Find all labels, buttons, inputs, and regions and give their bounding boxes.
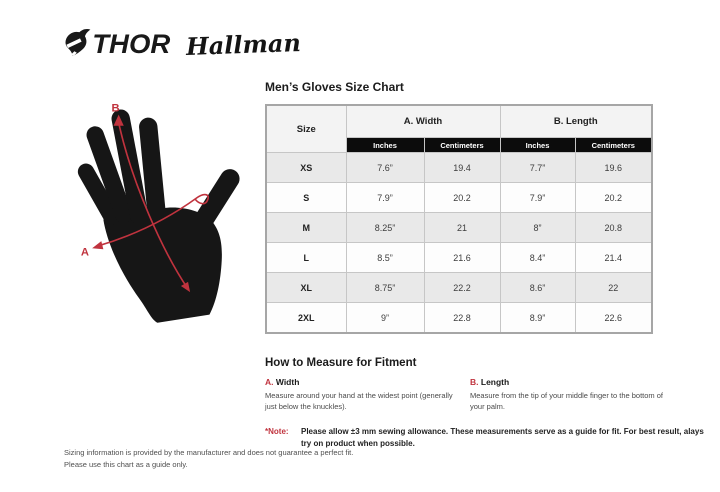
thor-helmet-icon [65,28,91,56]
value-cell: 7.9” [499,182,576,213]
glove-label-length: B [112,103,120,115]
length-arrow-top [113,114,124,126]
fitment-width-title: Width [275,377,300,387]
value-cell: 8.4” [499,242,576,273]
disclaimer-line-2: Please use this chart as a guide only. [64,459,188,469]
thor-wordmark: THOR [92,28,171,59]
hand-silhouette [77,109,240,323]
value-cell: 19.4 [423,152,501,183]
size-cell: L [265,242,347,273]
hallman-wordmark: Hallman [185,27,301,61]
page-title: Men’s Gloves Size Chart [265,80,404,94]
subheader-length-inches: Inches [499,137,576,153]
size-cell: M [265,212,347,243]
note-text: Please allow ±3 mm sewing allowance. The… [301,426,704,448]
table-row: L 8.5” 21.6 8.4” 21.4 [265,242,653,273]
value-cell: 8.6” [499,272,576,303]
value-cell: 22.8 [423,302,501,334]
table-row: 2XL 9” 22.8 8.9” 22.6 [265,302,653,334]
disclaimer: Sizing information is provided by the ma… [64,447,353,470]
fitment-width-text: Measure around your hand at the widest p… [265,391,453,412]
length-arrow-bottom [180,281,191,293]
fitment-length-text: Measure from the tip of your middle fing… [470,391,664,412]
table-row: XL 8.75” 22.2 8.6” 22 [265,272,653,303]
fitment-note: *Note: Please allow ±3 mm sewing allowan… [265,426,709,451]
value-cell: 8.9” [499,302,576,334]
size-chart-section: Men’s Gloves Size Chart Size A. Width B.… [265,80,709,450]
column-group-length: B. Length [499,104,653,138]
subheader-width-inches: Inches [345,137,425,153]
value-cell: 8.25” [345,212,425,243]
value-cell: 8.5” [345,242,425,273]
value-cell: 19.6 [574,152,653,183]
value-cell: 21 [423,212,501,243]
value-cell: 20.2 [423,182,501,213]
value-cell: 21.6 [423,242,501,273]
fitment-width-label: A. Width [265,377,461,387]
fitment-heading: How to Measure for Fitment [265,357,417,369]
column-header-size: Size [265,104,347,153]
length-measure-line [117,122,189,290]
table-row: S 7.9” 20.2 7.9” 20.2 [265,182,653,213]
value-cell: 7.6” [345,152,425,183]
fitment-length-letter: B. [470,377,479,387]
value-cell: 22.6 [574,302,653,334]
value-cell: 22.2 [423,272,501,303]
fitment-instructions: A. Width Measure around your hand at the… [265,377,709,413]
value-cell: 7.9” [345,182,425,213]
fitment-length-instructions: B. Length Measure from the tip of your m… [470,377,666,413]
width-arrow-left [92,241,104,250]
value-cell: 9” [345,302,425,334]
value-cell: 20.2 [574,182,653,213]
fitment-width-letter: A. [265,377,274,387]
value-cell: 7.7” [499,152,576,183]
size-cell: XL [265,272,347,303]
table-row: XS 7.6” 19.4 7.7” 19.6 [265,152,653,183]
fitment-width-instructions: A. Width Measure around your hand at the… [265,377,461,413]
value-cell: 22 [574,272,653,303]
width-measure-line [97,193,209,247]
column-group-width: A. Width [345,104,501,138]
size-cell: XS [265,152,347,183]
size-cell: 2XL [265,302,347,334]
glove-measurement-diagram: B A [58,86,263,341]
subheader-width-centimeters: Centimeters [423,137,501,153]
table-row: M 8.25” 21 8” 20.8 [265,212,653,243]
disclaimer-line-1: Sizing information is provided by the ma… [64,448,354,457]
brand-logos: THOR Hallman [60,24,301,64]
note-label: *Note: [265,426,289,436]
size-chart-table: Size A. Width B. Length Inches Centimete… [265,104,653,334]
value-cell: 20.8 [574,212,653,243]
fitment-length-label: B. Length [470,377,666,387]
subheader-length-centimeters: Centimeters [574,137,653,153]
fitment-length-title: Length [480,377,510,387]
size-cell: S [265,182,347,213]
value-cell: 8” [499,212,576,243]
value-cell: 21.4 [574,242,653,273]
glove-label-width: A [81,246,89,258]
value-cell: 8.75” [345,272,425,303]
